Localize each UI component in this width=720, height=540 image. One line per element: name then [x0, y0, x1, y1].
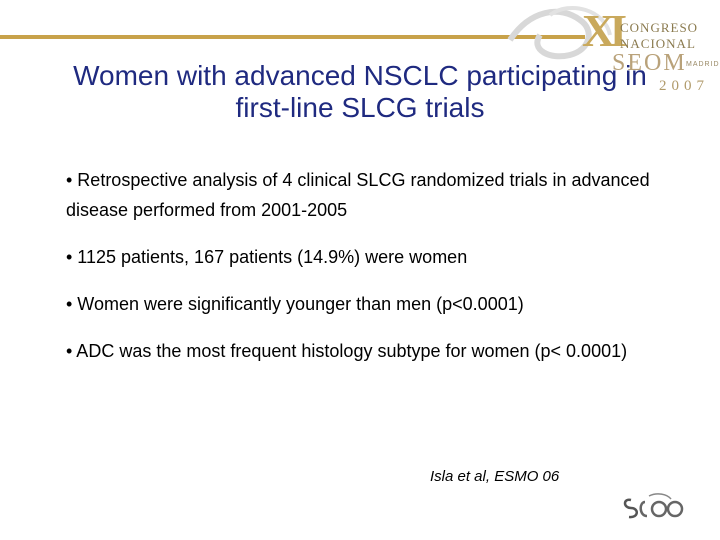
logo-nacional: NACIONAL	[620, 36, 696, 51]
logo-city: MADRID	[686, 61, 720, 68]
title-line-2: first-line SLCG trials	[235, 92, 485, 123]
seom-logo-icon	[619, 490, 689, 526]
header-rule	[0, 35, 585, 39]
citation: Isla et al, ESMO 06	[430, 468, 560, 485]
bullet-item: • 1125 patients, 167 patients (14.9%) we…	[66, 247, 468, 267]
logo-year: 2007	[659, 78, 709, 94]
logo-numeral: XI	[582, 5, 627, 56]
logo-text: CONGRESO NACIONAL	[620, 20, 698, 52]
bullet-item: • Retrospective analysis of 4 clinical S…	[66, 170, 650, 220]
logo-congreso: CONGRESO	[620, 20, 699, 35]
bullet-list: • Retrospective analysis of 4 clinical S…	[66, 165, 666, 383]
title-line-1: Women with advanced NSCLC participating …	[73, 60, 647, 91]
bullet-item: • ADC was the most frequent histology su…	[66, 341, 628, 361]
slide-title: Women with advanced NSCLC participating …	[20, 60, 700, 124]
logo-seom: SEOM	[612, 50, 687, 76]
congress-logo: XI CONGRESO NACIONAL SEOM MADRID 2007	[500, 0, 720, 100]
bullet-item: • Women were significantly younger than …	[66, 294, 524, 314]
sculpture-watermark-icon	[507, 5, 612, 60]
